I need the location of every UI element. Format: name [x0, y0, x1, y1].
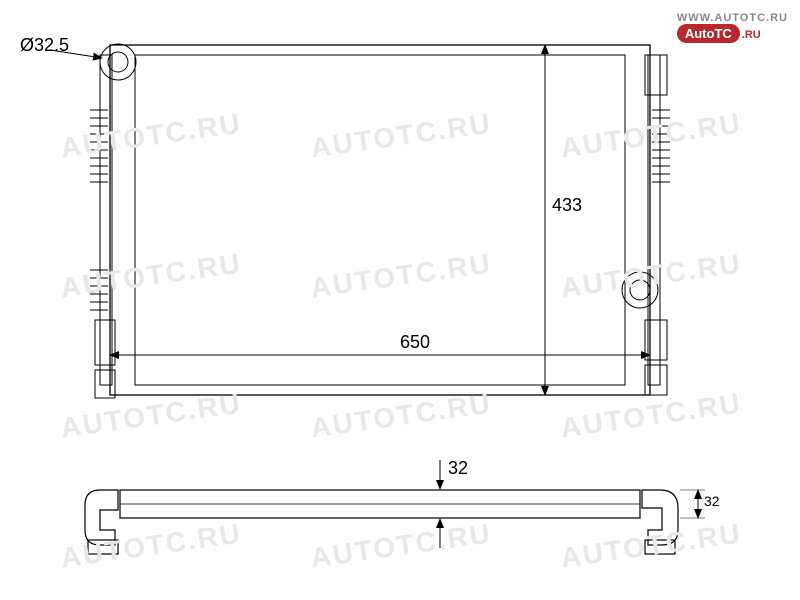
height-dim-label: 433 — [552, 195, 582, 216]
width-dim-label: 650 — [400, 332, 430, 353]
thickness-top-label: 32 — [448, 458, 468, 479]
left-fins — [90, 110, 108, 310]
thickness-right-label: 32 — [704, 493, 720, 509]
site-url: WWW.AUTOTC.RU — [677, 12, 788, 24]
front-view — [50, 44, 670, 398]
logo-badge: AutoTC — [677, 24, 740, 43]
diameter-label: Ø32.5 — [20, 35, 69, 56]
top-view — [85, 460, 705, 554]
technical-drawing — [0, 0, 800, 600]
site-logo: WWW.AUTOTC.RU AutoTC .RU — [677, 8, 788, 43]
right-fins — [652, 110, 670, 182]
